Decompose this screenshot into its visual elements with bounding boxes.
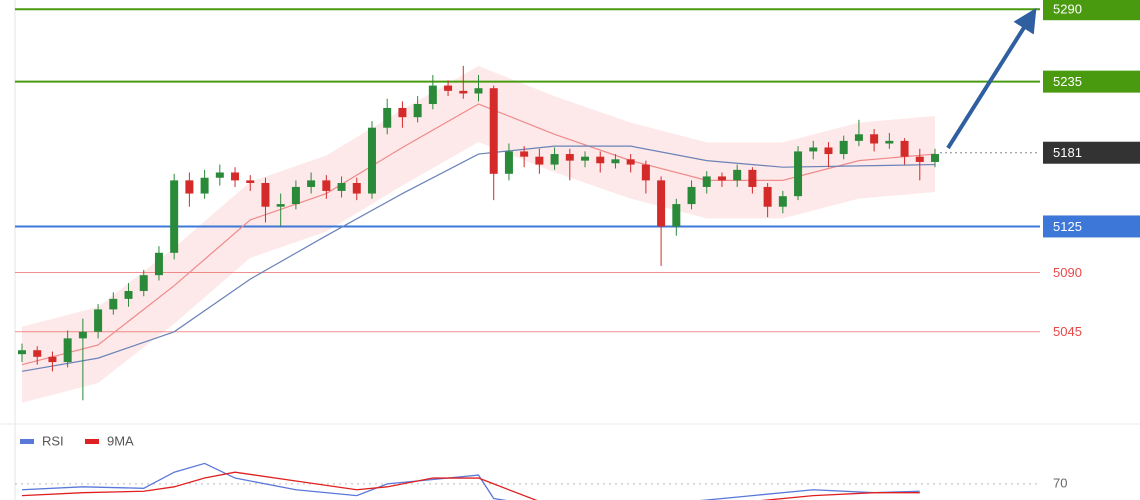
- legend-swatch: [20, 439, 34, 444]
- forecast-arrow: [946, 7, 1037, 150]
- candle-body: [261, 183, 270, 207]
- candle-body: [170, 180, 179, 253]
- candle-body: [733, 169, 742, 181]
- candle-body: [596, 156, 605, 164]
- candle-body: [520, 151, 529, 157]
- candle-body: [489, 88, 498, 174]
- levels: 5290 5235 5181 5125 5090 5045: [15, 0, 1140, 339]
- candle-body: [33, 350, 42, 357]
- rsi-lines: [21, 462, 920, 500]
- candle-body: [337, 183, 346, 191]
- candle-body: [763, 186, 772, 207]
- candle-body: [931, 154, 939, 162]
- level-box: [1043, 70, 1140, 93]
- level-label: 5125: [1053, 219, 1082, 234]
- candle-body: [550, 154, 559, 165]
- candle-body: [154, 252, 163, 276]
- candle-body: [794, 151, 803, 197]
- candle-body: [672, 204, 681, 227]
- candle-body: [854, 134, 863, 141]
- candle-body: [809, 147, 818, 152]
- candle-body: [322, 180, 331, 191]
- candle-body: [717, 176, 726, 181]
- level-box: [1043, 0, 1140, 21]
- candle-body: [870, 134, 879, 144]
- candle-body: [124, 290, 133, 299]
- rsi-line: [21, 462, 920, 500]
- candle-body: [428, 85, 437, 105]
- candle-body: [185, 180, 194, 194]
- legend-swatch: [85, 439, 99, 444]
- candle-body: [581, 156, 590, 161]
- candle-body: [444, 85, 453, 91]
- candle-body: [915, 156, 924, 162]
- candle-body: [535, 156, 544, 165]
- candle-body: [657, 180, 666, 227]
- legend-label: RSI: [42, 433, 64, 448]
- candle-body: [748, 169, 757, 187]
- level-box: [1043, 215, 1140, 238]
- candle-body: [48, 356, 57, 363]
- candle-body: [474, 88, 483, 94]
- candle-body: [63, 338, 72, 363]
- candle-body: [687, 186, 696, 205]
- candle-body: [398, 107, 407, 118]
- rsi-line: [21, 471, 920, 500]
- rsi-panel: 70 RSI 9MA: [15, 433, 1067, 500]
- candle-body: [702, 176, 711, 187]
- candle-body: [900, 140, 909, 157]
- candle-body: [246, 180, 255, 184]
- candle-body: [626, 159, 635, 165]
- candle-body: [78, 331, 87, 339]
- bands: [22, 66, 935, 403]
- candle-body: [307, 180, 316, 187]
- candle-body: [139, 275, 148, 291]
- level-label: 5181: [1053, 145, 1082, 160]
- candle-body: [291, 186, 300, 205]
- candle-body: [413, 104, 422, 118]
- candle-body: [839, 140, 848, 155]
- moving-average: [21, 145, 936, 372]
- bollinger-band: [22, 66, 935, 403]
- candle-body: [611, 159, 620, 164]
- moving-average: [21, 103, 936, 366]
- candle-body: [504, 151, 513, 174]
- rsi-tick-label: 70: [1053, 475, 1067, 490]
- candle-body: [200, 177, 209, 194]
- candle-body: [109, 298, 118, 310]
- candle-body: [231, 172, 240, 181]
- candle-body: [215, 172, 224, 178]
- candle-body: [18, 350, 26, 355]
- candle-body: [824, 147, 833, 155]
- level-label: 5235: [1053, 74, 1082, 89]
- candle-body: [94, 309, 103, 332]
- candle-body: [778, 196, 787, 207]
- candles: [18, 65, 939, 401]
- candle-body: [383, 107, 392, 128]
- candle-body: [459, 90, 468, 94]
- legend-label: 9MA: [107, 433, 134, 448]
- candle-body: [367, 127, 376, 194]
- level-label: 5045: [1053, 324, 1082, 339]
- candle-body: [276, 204, 285, 207]
- candle-body: [885, 140, 894, 144]
- level-box: [1043, 141, 1140, 164]
- candle-body: [565, 154, 574, 161]
- moving-averages: [21, 103, 936, 372]
- candle-body: [352, 183, 361, 194]
- candle-body: [641, 164, 650, 181]
- level-label: 5090: [1053, 265, 1082, 280]
- level-label: 5290: [1053, 2, 1082, 17]
